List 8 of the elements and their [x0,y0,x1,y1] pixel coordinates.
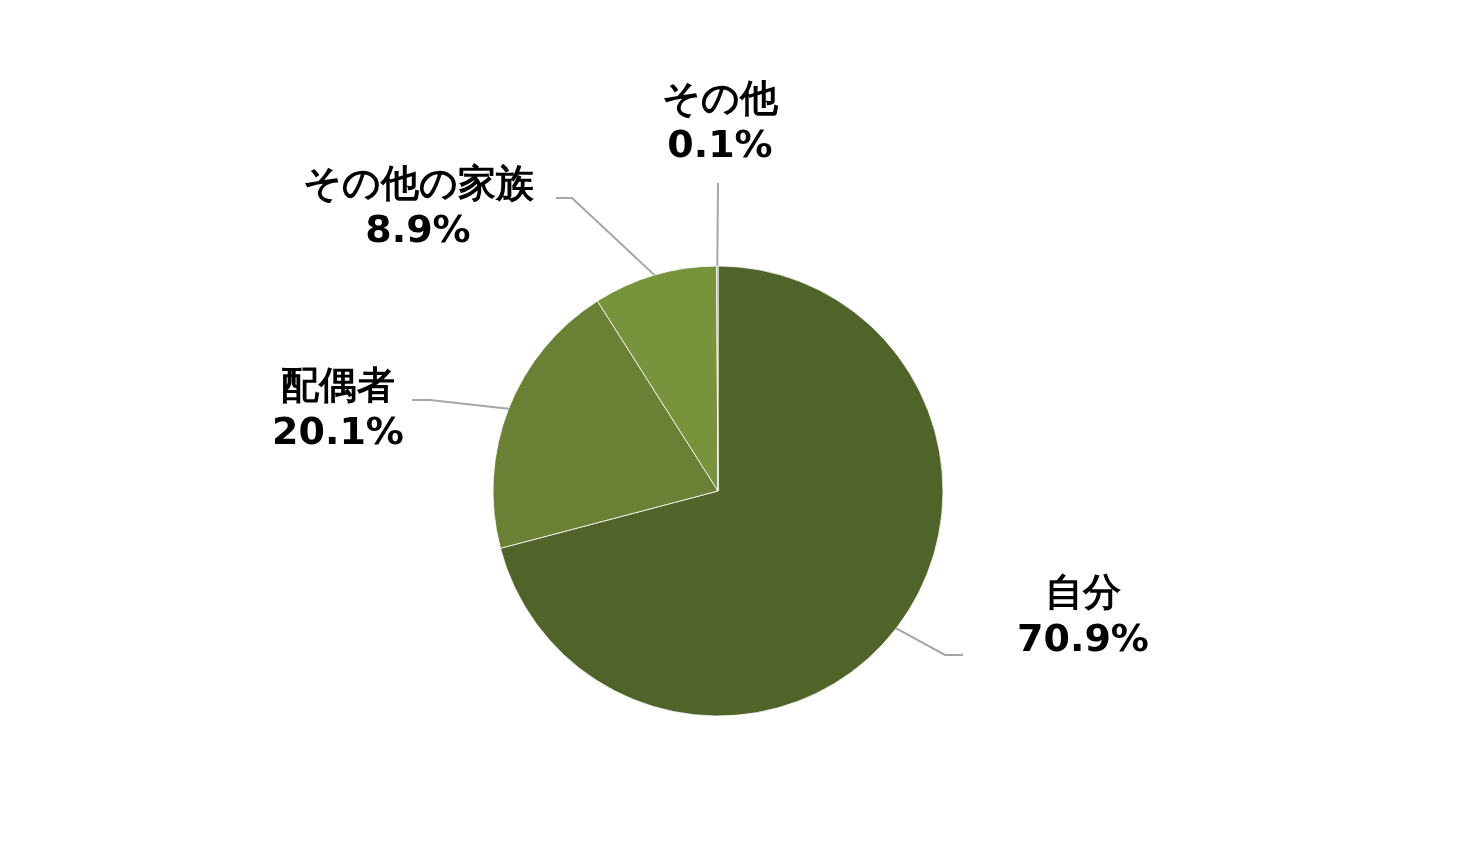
data-label: 8.9% [365,207,471,251]
slice-label: 自分 [1045,570,1121,614]
data-label: 70.9% [1017,616,1149,660]
data-label: 0.1% [667,122,773,166]
slice-label: その他 [662,76,779,120]
slice-label: その他の家族 [302,161,535,205]
data-label: 20.1% [272,409,404,453]
slice-label: 配偶者 [281,363,395,407]
